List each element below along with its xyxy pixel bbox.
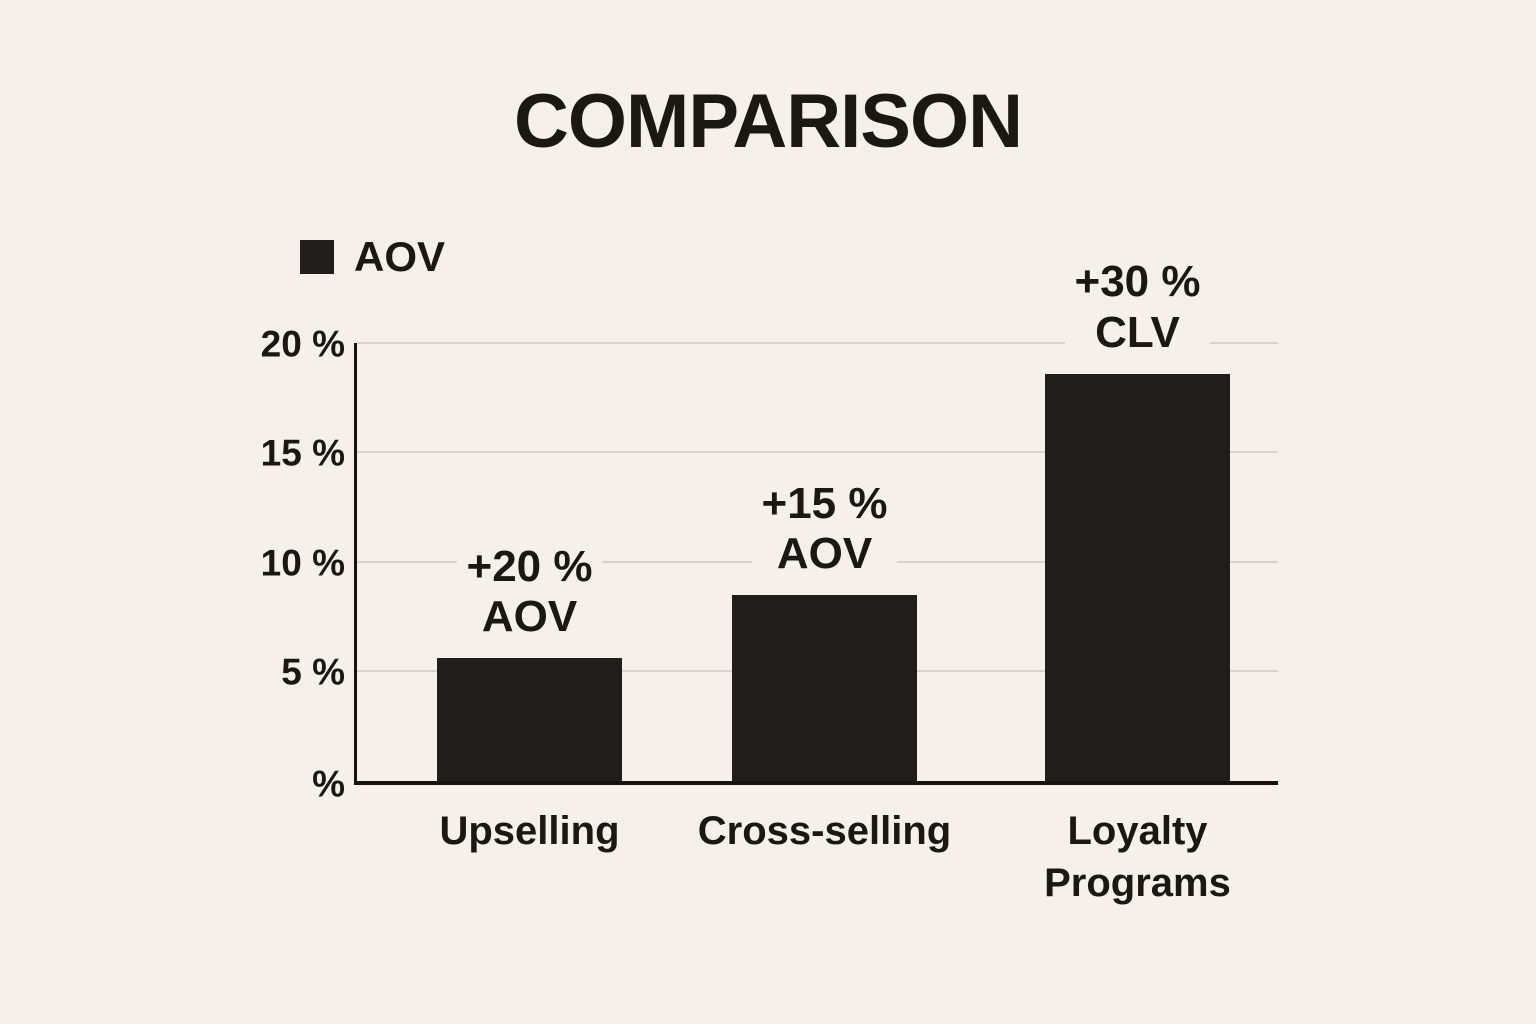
legend-label: AOV (354, 233, 446, 280)
x-axis-label: Cross-selling (697, 809, 952, 853)
gridline-20 (357, 342, 1278, 344)
legend-swatch-icon (300, 240, 334, 274)
x-axis-label: Loyalty Programs (1044, 809, 1231, 905)
y-tick-10: 10 % (260, 542, 345, 584)
bar (732, 594, 917, 781)
chart-title: COMPARISON (514, 79, 1023, 164)
bar (437, 658, 622, 781)
bar-annotation: +30 % CLV (1064, 257, 1211, 358)
y-tick-0: % (312, 763, 345, 805)
bar (1045, 373, 1230, 781)
x-axis-label: Upselling (439, 809, 620, 853)
bar-group-cross-selling: +15 % AOV Cross-selling (698, 343, 951, 853)
gridline-15 (357, 451, 1278, 453)
y-tick-5: 5 % (281, 651, 345, 693)
bar-group-loyalty-programs: +30 % CLV Loyalty Programs (1044, 257, 1231, 905)
bar-group-upselling: +20 % AOV Upselling (437, 343, 622, 853)
legend: AOV (300, 236, 445, 278)
y-axis-line (354, 343, 357, 785)
plot-area: +20 % AOV Upselling +15 % AOV Cross-sell… (354, 257, 1278, 905)
y-tick-20: 20 % (260, 323, 345, 365)
bar-annotation: +20 % AOV (456, 542, 603, 643)
x-axis-line (354, 781, 1278, 785)
y-tick-15: 15 % (260, 432, 345, 474)
bar-annotation: +15 % AOV (751, 478, 898, 579)
